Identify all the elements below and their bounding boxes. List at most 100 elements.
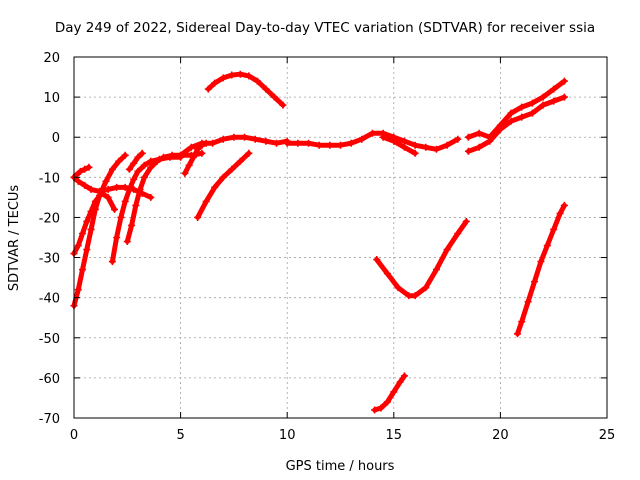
data-point: [326, 141, 334, 149]
series-line-arc-17: [465, 78, 567, 140]
data-point: [147, 163, 155, 171]
y-tick-label: -10: [39, 171, 60, 186]
data-point: [134, 153, 142, 161]
x-axis-title: GPS time / hours: [286, 459, 395, 474]
data-point: [507, 109, 515, 117]
data-point: [219, 135, 227, 143]
data-point: [123, 238, 131, 246]
data-point: [236, 70, 244, 78]
data-point: [543, 242, 551, 250]
data-point: [102, 177, 110, 185]
data-point: [537, 258, 545, 266]
data-point: [560, 77, 568, 85]
data-point: [432, 145, 440, 153]
data-point: [396, 378, 404, 386]
data-point: [400, 143, 408, 151]
y-tick-label: 10: [43, 91, 60, 106]
data-point: [198, 149, 206, 157]
data-point: [390, 388, 398, 396]
data-point: [454, 135, 462, 143]
data-point: [228, 165, 236, 173]
data-point: [496, 121, 504, 129]
data-point: [443, 141, 451, 149]
data-point: [219, 173, 227, 181]
plot-frame: [73, 56, 608, 419]
data-point: [251, 135, 259, 143]
data-point: [113, 234, 121, 241]
data-point: [138, 149, 146, 157]
y-tick-label: -70: [39, 412, 60, 427]
data-point: [121, 183, 129, 191]
data-point: [550, 225, 558, 233]
data-point: [189, 153, 197, 161]
data-point: [518, 318, 526, 326]
data-point: [108, 258, 116, 266]
data-point: [560, 201, 568, 209]
data-point: [262, 137, 270, 145]
data-point: [400, 137, 408, 145]
y-tick-label: -40: [39, 292, 60, 307]
data-point: [524, 298, 532, 306]
data-point: [132, 201, 140, 209]
data-point: [394, 284, 402, 292]
y-tick-label: -20: [39, 211, 60, 226]
data-point: [528, 109, 536, 117]
data-point: [108, 165, 116, 173]
data-point: [390, 137, 398, 145]
data-point: [405, 292, 413, 300]
data-point: [181, 169, 189, 177]
data-point: [177, 151, 185, 159]
data-point: [147, 193, 155, 201]
data-point: [74, 286, 82, 294]
y-tick-label: 20: [43, 51, 60, 66]
data-point: [283, 139, 291, 147]
data-point: [245, 72, 253, 80]
data-point: [245, 149, 253, 157]
data-point: [136, 185, 144, 193]
data-point: [74, 177, 82, 185]
data-point: [432, 266, 440, 274]
data-point: [211, 79, 219, 87]
series-line-arc-11: [205, 71, 286, 108]
data-point: [130, 159, 138, 167]
data-point: [305, 139, 313, 147]
data-point: [209, 139, 217, 147]
data-point: [294, 139, 302, 147]
x-tick-label: 0: [70, 428, 78, 443]
data-point: [279, 101, 287, 109]
data-point: [371, 406, 379, 414]
data-point: [140, 161, 148, 169]
data-point: [379, 133, 387, 141]
data-point: [383, 270, 391, 278]
data-point: [556, 209, 564, 217]
data-point: [185, 161, 193, 169]
data-point: [539, 93, 547, 101]
data-point: [422, 143, 430, 151]
data-point: [104, 193, 112, 201]
data-point: [422, 284, 430, 292]
data-point: [443, 246, 451, 254]
ticks: 0 5 10 15 20 25 20 10 0 -10 -20 -30 -40 -50 -60 -70: [39, 51, 616, 443]
data-point: [518, 113, 526, 121]
data-point: [513, 330, 521, 338]
data-point: [219, 74, 227, 82]
data-point: [194, 145, 202, 153]
y-tick-label: -60: [39, 372, 60, 387]
data-point: [462, 217, 470, 225]
data-point: [168, 151, 176, 159]
data-point: [115, 157, 123, 165]
y-tick-label: -30: [39, 252, 60, 267]
data-point: [368, 129, 376, 137]
grid: [74, 57, 607, 418]
data-point: [134, 167, 142, 175]
series-line-arc-16: [465, 94, 567, 154]
data-point: [531, 278, 539, 286]
data-point: [130, 175, 138, 183]
data-point: [113, 183, 121, 191]
data-point: [117, 213, 125, 221]
data-point: [79, 266, 87, 274]
data-point: [411, 292, 419, 300]
data-point: [140, 173, 148, 181]
data-point: [507, 117, 515, 125]
